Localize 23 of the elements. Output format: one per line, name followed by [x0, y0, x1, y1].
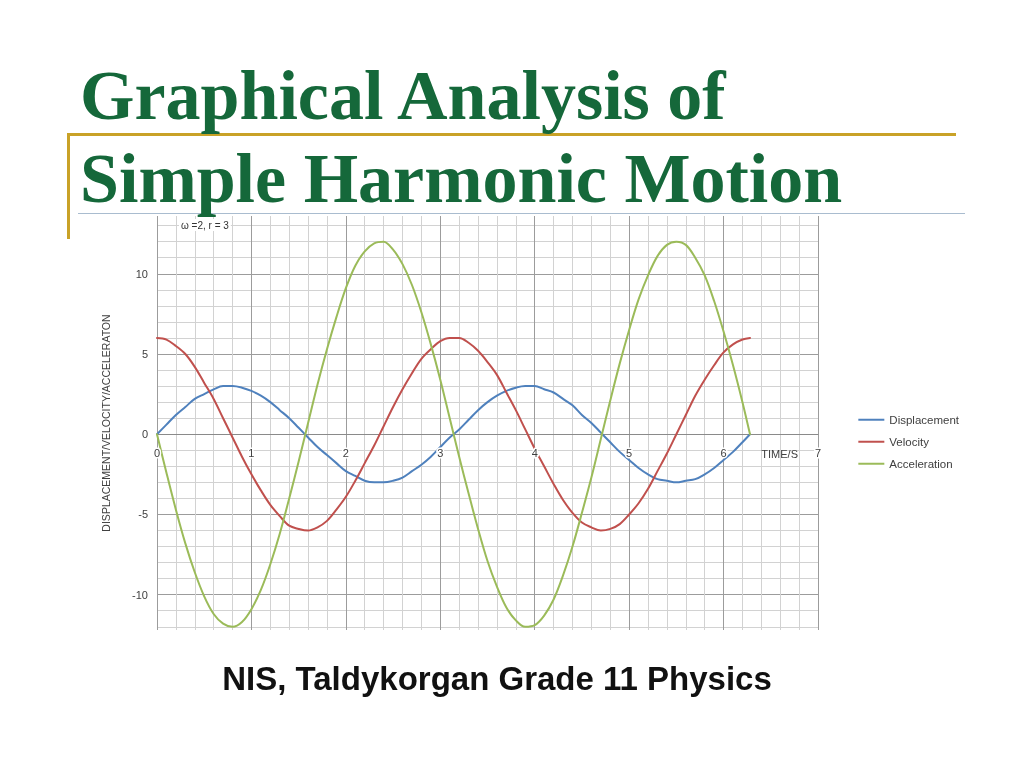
x-tick-label: 1 — [248, 446, 255, 459]
x-tick-label: 2 — [342, 446, 349, 459]
legend-label: Acceleration — [889, 457, 953, 470]
y-tick-label: 0 — [141, 428, 148, 441]
line-series — [156, 385, 752, 484]
line-series — [156, 336, 752, 532]
legend-label: Velocity — [889, 435, 930, 448]
text: NIS, Taldykorgan Grade 11 Physics — [221, 660, 773, 698]
y-tick-label: -10 — [132, 588, 148, 601]
y-axis-title: DISPLACEMENT/VELOCITY/ACCELERATON — [99, 314, 112, 532]
chart-title: Graphical Analysis of Simple Harmonic Motion — [80, 56, 844, 220]
y-tick-label: -5 — [138, 508, 148, 521]
y-tick-label: 10 — [135, 267, 148, 280]
y-tick-label: 5 — [141, 348, 148, 360]
x-tick-label: 7 — [814, 446, 822, 459]
x-tick-label: 5 — [626, 446, 633, 459]
x-tick-label: 6 — [720, 446, 727, 459]
x-tick-label: 0 — [153, 446, 161, 459]
x-axis-title: TIME/S — [761, 447, 798, 460]
annotation: ω =2, r = 3 — [181, 219, 230, 231]
x-tick-label: 3 — [437, 446, 444, 459]
line-series — [156, 240, 752, 628]
legend-label: Displacement — [889, 413, 960, 426]
